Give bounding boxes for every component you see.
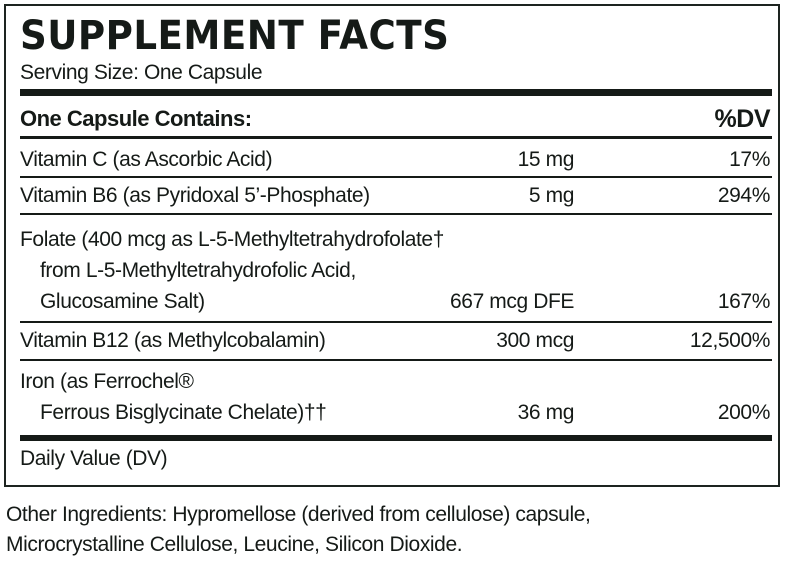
divider [20,176,772,178]
amount: 15 mg [517,148,575,171]
nutrient-name-cont: from L-5-Methyltetrahydrofolic Acid, [40,259,356,282]
daily-value: 294% [717,184,771,207]
divider [20,359,772,361]
table-header: One Capsule Contains: %DV [20,104,771,134]
nutrient-name: Folate (400 mcg as L-5-Methyltetrahydrof… [20,228,444,251]
supplement-facts-panel: SUPPLEMENT FACTS Serving Size: One Capsu… [4,4,780,487]
daily-value: 17% [729,148,770,171]
daily-value-footnote: Daily Value (DV) [20,447,168,470]
divider [20,136,772,139]
panel-title: SUPPLEMENT FACTS [20,13,450,59]
daily-value: 12,500% [689,329,771,352]
other-ingredients-line: Other Ingredients: Hypromellose (derived… [6,503,591,526]
nutrient-name-cont: Glucosamine Salt) [40,290,205,313]
nutrient-name: Iron (as Ferrochel® [20,370,194,393]
divider-thick [20,89,772,96]
dv-header: %DV [714,105,771,133]
other-ingredients: Other Ingredients: Hypromellose (derived… [6,500,786,560]
nutrient-name: Vitamin B6 (as Pyridoxal 5’-Phosphate) [20,184,370,207]
daily-value: 167% [717,290,771,313]
amount: 667 mcg DFE [450,290,574,313]
contains-header: One Capsule Contains: [20,106,252,131]
table-row: Vitamin C (as Ascorbic Acid) 15 mg 17% [20,144,770,175]
nutrient-name: Vitamin B12 (as Methylcobalamin) [20,329,326,352]
divider [20,213,772,215]
nutrient-name: Vitamin C (as Ascorbic Acid) [20,148,273,171]
amount: 300 mcg [496,329,574,352]
nutrient-name-cont: Ferrous Bisglycinate Chelate)†† [40,401,327,424]
divider [20,321,772,323]
table-row: Vitamin B12 (as Methylcobalamin) 300 mcg 1… [20,325,770,356]
table-row: Folate (400 mcg as L-5-Methyltetrahydrof… [20,224,770,317]
table-row: Vitamin B6 (as Pyridoxal 5’-Phosphate) 5 … [20,180,770,211]
daily-value: 200% [717,401,771,424]
amount: 5 mg [528,184,574,207]
divider-thick [20,435,772,441]
amount: 36 mg [517,401,575,424]
other-ingredients-line: Microcrystalline Cellulose, Leucine, Sil… [6,533,463,556]
serving-size: Serving Size: One Capsule [20,61,263,84]
table-row: Iron (as Ferrochel® Ferrous Bisglycinate… [20,366,770,428]
